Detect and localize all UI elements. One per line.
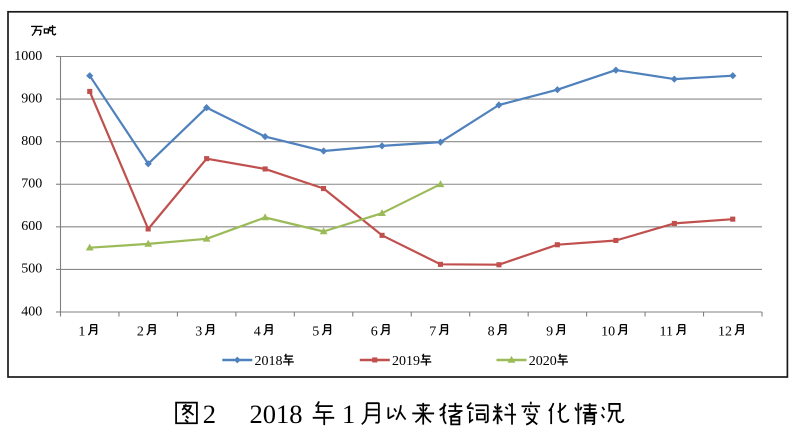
svg-text:1: 1 xyxy=(78,325,85,340)
svg-text:9: 9 xyxy=(546,325,553,340)
svg-text:1000: 1000 xyxy=(14,49,42,64)
svg-text:5: 5 xyxy=(312,325,319,340)
svg-text:3: 3 xyxy=(195,325,202,340)
svg-text:11: 11 xyxy=(660,325,673,340)
svg-text:8: 8 xyxy=(488,325,495,340)
svg-text:700: 700 xyxy=(21,177,42,192)
svg-text:800: 800 xyxy=(21,134,42,149)
svg-text:2018: 2018 xyxy=(255,354,283,369)
svg-text:12: 12 xyxy=(718,325,732,340)
svg-text:500: 500 xyxy=(21,262,42,277)
svg-text:2: 2 xyxy=(203,399,216,429)
svg-text:7: 7 xyxy=(429,325,436,340)
svg-text:6: 6 xyxy=(371,325,378,340)
svg-text:600: 600 xyxy=(21,219,42,234)
svg-text:4: 4 xyxy=(254,325,261,340)
svg-text:400: 400 xyxy=(21,304,42,319)
svg-text:2020: 2020 xyxy=(529,354,557,369)
svg-text:2019: 2019 xyxy=(392,354,420,369)
svg-text:900: 900 xyxy=(21,91,42,106)
svg-text:10: 10 xyxy=(601,325,615,340)
svg-text:2018: 2018 xyxy=(250,399,303,429)
svg-text:2: 2 xyxy=(137,325,144,340)
svg-text:1: 1 xyxy=(342,399,355,429)
